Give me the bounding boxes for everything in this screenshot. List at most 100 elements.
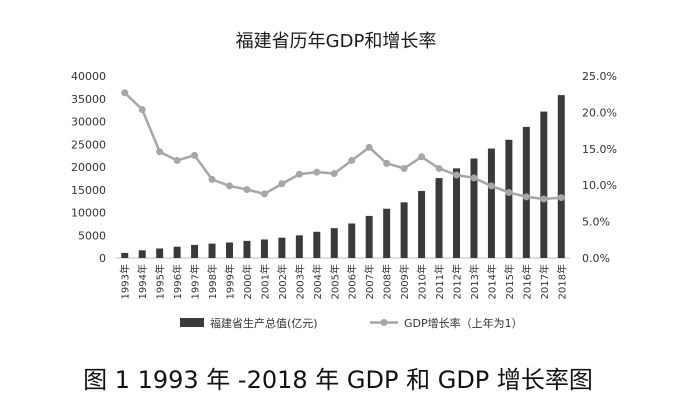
gdp-bar [278, 237, 286, 258]
x-tick-label: 2016年 [520, 264, 533, 299]
gdp-bar [260, 239, 268, 258]
y-right-tick-label: 5.0% [582, 216, 610, 229]
gdp-bar [418, 190, 426, 258]
growth-rate-point [173, 156, 181, 164]
growth-rate-point [156, 148, 164, 156]
growth-rate-point [365, 143, 373, 151]
y-left-tick-label: 10000 [71, 207, 106, 220]
x-tick-label: 2003年 [293, 264, 306, 299]
x-tick-label: 2010年 [416, 264, 429, 299]
y-right-tick-label: 10.0% [582, 179, 617, 192]
x-tick-label: 2005年 [328, 264, 341, 299]
gdp-bar [365, 215, 373, 258]
x-tick-label: 2002年 [276, 264, 289, 299]
y-right-tick-label: 15.0% [582, 143, 617, 156]
x-tick-label: 1997年 [189, 264, 202, 299]
x-tick-label: 2009年 [398, 264, 411, 299]
x-tick-label: 2004年 [311, 264, 324, 299]
growth-rate-point [208, 175, 216, 183]
legend-bar-swatch [180, 318, 204, 327]
x-tick-label: 2001年 [258, 264, 271, 299]
legend-line-label: GDP增长率（上年为1） [404, 316, 523, 330]
gdp-bar [505, 139, 513, 258]
gdp-bar [453, 168, 460, 258]
legend-bar-label: 福建省生产总值(亿元) [210, 316, 318, 330]
legend-line-marker [380, 319, 388, 326]
x-tick-label: 2013年 [468, 264, 481, 299]
x-tick-label: 2015年 [503, 264, 516, 299]
figure-caption: 图 1 1993 年 -2018 年 GDP 和 GDP 增长率图 [83, 366, 593, 394]
growth-rate-point [138, 105, 146, 113]
x-tick-label: 1993年 [119, 264, 132, 299]
y-left-tick-label: 5000 [78, 229, 106, 242]
gdp-bar [121, 252, 129, 258]
gdp-bar [138, 250, 146, 258]
growth-rate-point [191, 151, 199, 159]
y-left-tick-label: 35000 [71, 93, 106, 106]
growth-rate-point [453, 171, 460, 179]
y-left-tick-label: 15000 [71, 184, 106, 197]
growth-rate-point [260, 190, 268, 198]
gdp-bar [243, 240, 251, 258]
gdp-bar [348, 223, 356, 258]
gdp-bar [226, 242, 233, 258]
gdp-bar [522, 126, 530, 259]
x-tick-label: 1994年 [136, 264, 149, 299]
x-tick-label: 2008年 [381, 264, 394, 299]
gdp-bar [400, 202, 408, 258]
growth-rate-point [418, 153, 426, 161]
gdp-bar [435, 178, 443, 258]
gdp-bar [191, 244, 199, 258]
x-tick-label: 2000年 [241, 264, 254, 299]
growth-rate-point [278, 180, 286, 188]
growth-rate-point [435, 164, 443, 172]
x-tick-label: 1999年 [224, 264, 237, 299]
growth-rate-point [557, 194, 565, 202]
x-tick-label: 2011年 [433, 264, 446, 299]
y-left-tick-label: 30000 [71, 116, 106, 129]
y-right-tick-label: 0.0% [582, 252, 610, 265]
x-tick-label: 2017年 [538, 264, 551, 299]
x-tick-label: 2012年 [451, 264, 464, 299]
x-tick-label: 2006年 [346, 264, 359, 299]
x-tick-label: 1995年 [154, 264, 167, 299]
gdp-bar [383, 208, 391, 258]
gdp-bar [173, 246, 181, 258]
chart-legend: 福建省生产总值(亿元) GDP增长率（上年为1） [180, 316, 523, 330]
gdp-bar [313, 231, 321, 258]
growth-rate-point [348, 156, 356, 164]
gdp-bar [557, 95, 565, 258]
growth-rate-point [243, 186, 251, 194]
y-right-tick-label: 25.0% [582, 70, 617, 83]
growth-rate-line [123, 91, 562, 201]
growth-rate-point [330, 170, 338, 178]
y-right-tick-label: 20.0% [582, 106, 617, 119]
x-tick-label: 2018年 [555, 264, 568, 299]
growth-rate-point [383, 159, 391, 167]
gdp-bar [208, 243, 216, 258]
gdp-bar [295, 235, 303, 258]
growth-rate-point [487, 182, 495, 190]
growth-rate-point [540, 195, 548, 203]
growth-rate-point [121, 89, 129, 97]
plot-area: 0 5000 10000 15000 20000 25000 30000 35000 40000… [71, 70, 617, 299]
gdp-bar [330, 228, 338, 258]
growth-rate-point [505, 188, 513, 196]
x-tick-label: 1998年 [206, 264, 219, 299]
gdp-bar [487, 148, 495, 258]
gdp-bar [470, 158, 478, 258]
growth-rate-point [295, 170, 303, 178]
y-left-tick-label: 40000 [71, 70, 106, 83]
gdp-bar [540, 111, 548, 258]
x-tick-label: 1996年 [171, 264, 184, 299]
x-tick-label: 2007年 [363, 264, 376, 299]
growth-rate-point [226, 182, 233, 190]
x-tick-label: 2014年 [485, 264, 498, 299]
chart-title: 福建省历年GDP和增长率 [236, 31, 437, 52]
growth-rate-point [313, 168, 321, 176]
growth-rate-point [470, 174, 478, 182]
gdp-bar [156, 248, 164, 258]
growth-rate-point [400, 164, 408, 172]
y-left-tick-label: 25000 [71, 138, 106, 151]
